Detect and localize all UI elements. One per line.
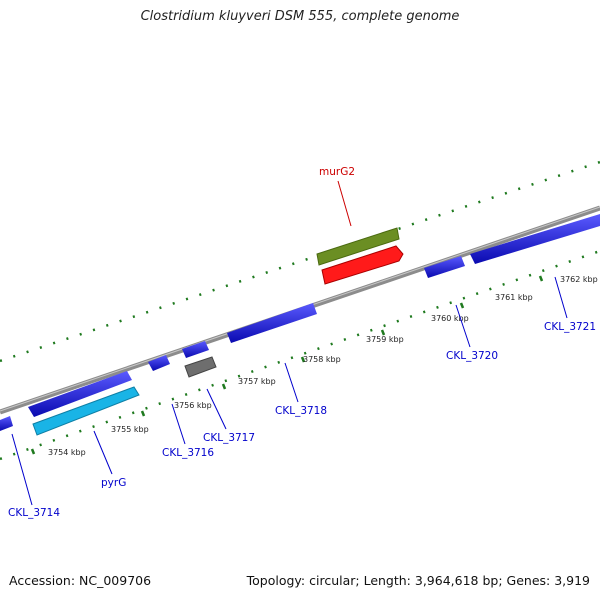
- gene-label-CKL_3720[interactable]: CKL_3720: [446, 350, 498, 362]
- scale-label-3761: 3761 kbp: [495, 293, 533, 302]
- gene-blue-left-edge[interactable]: [0, 416, 13, 431]
- gene-CKL_3720[interactable]: [424, 256, 465, 278]
- outer-tick-track: [0, 160, 600, 363]
- gene-CKL_3718[interactable]: [227, 303, 317, 343]
- accession-label: Accession: NC_009706: [9, 573, 152, 588]
- gene-label-CKL_3717[interactable]: CKL_3717: [203, 432, 255, 444]
- scale-label-3760: 3760 kbp: [431, 314, 469, 323]
- gene-labels: murG2 CKL_3714 pyrG CKL_3716 CKL_3717 CK…: [8, 166, 596, 519]
- gene-label-CKL_3721[interactable]: CKL_3721: [544, 321, 596, 333]
- gene-label-murG2[interactable]: murG2: [319, 166, 355, 178]
- inner-minor-ticks: [0, 249, 600, 461]
- scale-label-3754: 3754 kbp: [48, 448, 86, 457]
- scale-label-3762: 3762 kbp: [560, 275, 598, 284]
- leader-CKL_3718: [284, 362, 299, 403]
- scale-label-3757: 3757 kbp: [238, 377, 276, 386]
- inner-tick-track: [0, 249, 600, 461]
- gene-CKL_3716[interactable]: [148, 355, 170, 371]
- gene-CKL_3721[interactable]: [470, 214, 600, 264]
- topology-summary: Topology: circular; Length: 3,964,618 bp…: [246, 573, 590, 588]
- scale-labels: 3754 kbp 3755 kbp 3756 kbp 3757 kbp 3758…: [48, 275, 598, 457]
- gene-murG2-olive[interactable]: [316, 227, 400, 266]
- gene-label-pyrG[interactable]: pyrG: [101, 477, 126, 489]
- leader-CKL_3714: [11, 433, 33, 506]
- leader-CKL_3716: [171, 403, 186, 445]
- gene-label-CKL_3718[interactable]: CKL_3718: [275, 405, 327, 417]
- leader-pyrG: [93, 430, 113, 475]
- scale-label-3759: 3759 kbp: [366, 335, 404, 344]
- gene-CKL_3714[interactable]: [28, 371, 132, 417]
- scale-label-3756: 3756 kbp: [174, 401, 212, 410]
- gene-CKL_3717-blue[interactable]: [182, 341, 209, 358]
- outer-minor-ticks: [0, 160, 600, 363]
- map-title: Clostridium kluyveri DSM 555, complete g…: [140, 9, 460, 24]
- leader-lines: [11, 180, 568, 506]
- leader-CKL_3721: [554, 276, 568, 319]
- scale-label-3755: 3755 kbp: [111, 425, 149, 434]
- scale-label-3758: 3758 kbp: [303, 355, 341, 364]
- leader-CKL_3717: [206, 388, 227, 430]
- gene-murG2-red[interactable]: [321, 245, 404, 285]
- gene-label-CKL_3716[interactable]: CKL_3716: [162, 447, 214, 459]
- gene-label-CKL_3714[interactable]: CKL_3714: [8, 507, 60, 519]
- major-ticks: [30, 275, 544, 455]
- gene-CKL_3717-gray[interactable]: [184, 356, 217, 378]
- leader-CKL_3720: [455, 304, 471, 348]
- gene-pyrG[interactable]: [32, 386, 140, 436]
- leader-murG2: [337, 180, 352, 227]
